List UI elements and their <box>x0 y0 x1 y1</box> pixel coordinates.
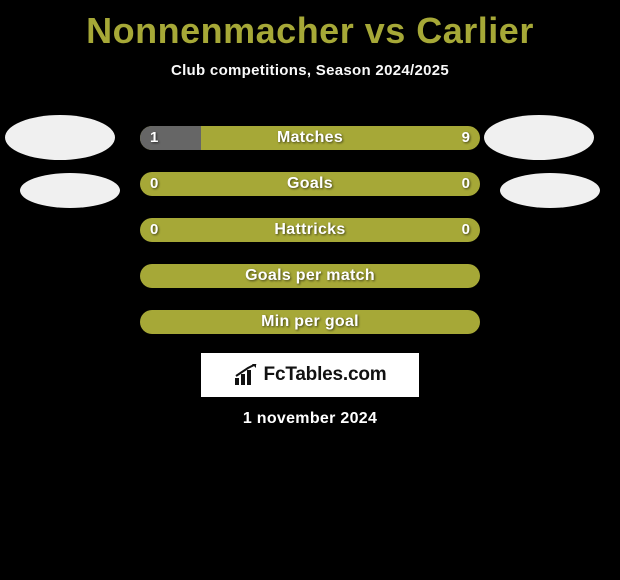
player-right-avatar-2 <box>500 173 600 208</box>
bar-row-min-per-goal: Min per goal <box>140 310 480 334</box>
bar-label: Goals <box>140 172 480 196</box>
player-left-avatar-2 <box>20 173 120 208</box>
bar-value-right: 9 <box>462 126 470 150</box>
player-left-avatar-1 <box>5 115 115 160</box>
bar-row-matches: 1 Matches 9 <box>140 126 480 150</box>
bar-label: Hattricks <box>140 218 480 242</box>
bar-value-right: 0 <box>462 172 470 196</box>
stats-bars: 1 Matches 9 0 Goals 0 0 Hattricks 0 Goal… <box>140 126 480 356</box>
source-badge: FcTables.com <box>201 353 419 397</box>
bar-label: Min per goal <box>140 310 480 334</box>
bar-value-right: 0 <box>462 218 470 242</box>
bar-row-hattricks: 0 Hattricks 0 <box>140 218 480 242</box>
bar-label: Goals per match <box>140 264 480 288</box>
badge-text: FcTables.com <box>264 364 387 386</box>
bar-label: Matches <box>140 126 480 150</box>
chart-icon <box>234 364 258 386</box>
bar-row-goals-per-match: Goals per match <box>140 264 480 288</box>
page-subtitle: Club competitions, Season 2024/2025 <box>0 62 620 79</box>
bar-row-goals: 0 Goals 0 <box>140 172 480 196</box>
page-title: Nonnenmacher vs Carlier <box>0 0 620 52</box>
badge-inner: FcTables.com <box>234 364 387 386</box>
date-text: 1 november 2024 <box>0 410 620 428</box>
player-right-avatar-1 <box>484 115 594 160</box>
